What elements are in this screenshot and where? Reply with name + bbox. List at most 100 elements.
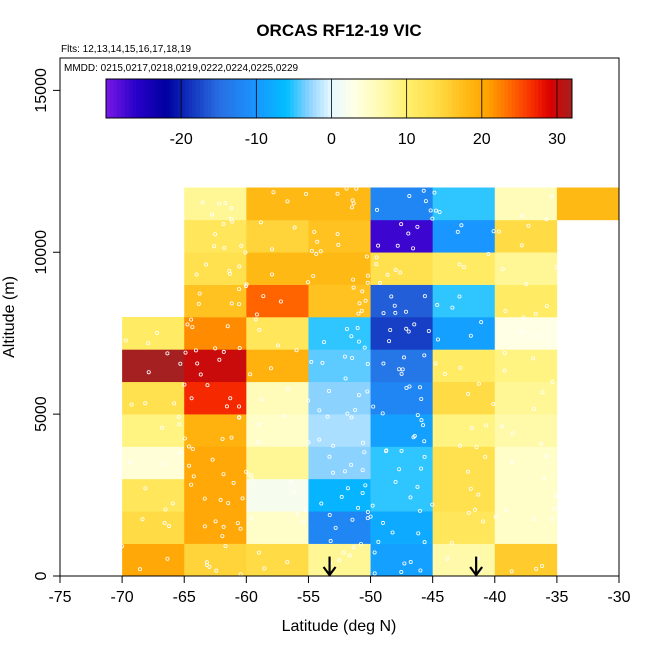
heatmap-cell (246, 511, 309, 544)
colorbar-tick-label: 10 (398, 131, 416, 148)
observation-point (465, 469, 470, 474)
observation-point (339, 494, 344, 499)
colorbar-swatch (214, 79, 220, 118)
observation-point (401, 355, 406, 360)
heatmap-cell (370, 543, 433, 577)
observation-point (526, 223, 531, 228)
observation-point (421, 188, 426, 193)
heatmap-cell (122, 511, 185, 544)
observation-point (227, 268, 232, 273)
colorbar-swatch (534, 79, 539, 118)
observation-point (362, 450, 367, 455)
observation-point (385, 272, 390, 277)
colorbar-swatch (357, 79, 362, 118)
observation-point (541, 476, 546, 481)
colorbar-swatch (271, 79, 276, 118)
colorbar-swatch (308, 79, 314, 118)
observation-point (162, 521, 167, 526)
observation-point (552, 506, 557, 511)
observation-point (335, 232, 340, 237)
observation-point (372, 550, 377, 555)
observation-point (189, 482, 194, 487)
colorbar-swatch (286, 79, 291, 118)
observation-point (509, 569, 514, 574)
heatmap-cell (494, 219, 558, 253)
heatmap-cell (494, 414, 558, 447)
heatmap-cell (122, 446, 185, 480)
observation-point (325, 414, 330, 419)
observation-point (549, 194, 554, 199)
heatmap-cell (370, 317, 433, 350)
observation-point (435, 337, 440, 342)
observation-point (331, 443, 336, 448)
observation-point (387, 339, 392, 344)
colorbar-swatch (143, 79, 148, 118)
heatmap-cell (246, 446, 309, 480)
colorbar-swatch (519, 79, 524, 118)
colorbar-tick-label: -10 (245, 131, 268, 148)
observation-point (229, 301, 234, 306)
colorbar-swatch (549, 79, 554, 118)
observation-point (426, 328, 431, 333)
heatmap-cell (432, 187, 496, 221)
observation-point (312, 229, 317, 234)
heatmap-cell (246, 187, 309, 221)
observation-point (416, 531, 421, 536)
observation-point (231, 480, 236, 485)
observation-point (350, 198, 355, 203)
colorbar-swatch (282, 79, 287, 118)
observation-point (457, 294, 462, 299)
colorbar-swatch (147, 79, 152, 118)
colorbar-swatch (154, 79, 160, 118)
colorbar-swatch (496, 79, 501, 118)
colorbar-swatch (481, 79, 486, 118)
observation-point (165, 351, 170, 356)
colorbar-frame (105, 78, 573, 119)
x-tick-label: -75 (48, 589, 71, 606)
observation-point (209, 212, 214, 217)
observation-point (399, 222, 404, 227)
observation-point (459, 223, 464, 228)
observation-point (496, 229, 501, 234)
observation-point (320, 360, 325, 365)
colorbar-swatch (568, 79, 573, 118)
heatmap-cell (308, 317, 371, 350)
heatmap-cell (184, 349, 247, 383)
observation-point (343, 376, 348, 381)
heatmap-cell (184, 414, 247, 447)
observation-point (306, 440, 311, 445)
observation-point (226, 501, 231, 506)
observation-point (317, 408, 322, 413)
observation-point (225, 324, 230, 329)
colorbar-swatch (245, 79, 250, 118)
heatmap-cell (308, 252, 371, 285)
observation-point (268, 366, 273, 371)
observation-point (204, 560, 209, 565)
heatmap-cell (308, 187, 371, 221)
observation-point (544, 217, 549, 222)
observation-point (289, 480, 294, 485)
colorbar-swatch (380, 79, 385, 118)
colorbar-swatch (181, 79, 186, 118)
observation-point (421, 423, 426, 428)
y-tick-label: 5000 (33, 396, 50, 432)
colorbar-swatch (515, 79, 520, 118)
observation-point (221, 472, 226, 477)
heatmap-cell (122, 543, 185, 577)
observation-point (493, 514, 498, 519)
observation-point (256, 422, 261, 427)
observation-point (341, 550, 346, 555)
colorbar-swatch (207, 79, 212, 118)
colorbar-swatch (109, 79, 114, 118)
colorbar-swatch (256, 79, 261, 118)
observation-point (408, 495, 413, 500)
heatmap-cell (494, 446, 558, 480)
observation-point (521, 315, 526, 320)
observation-point (374, 262, 379, 267)
observation-point (237, 287, 242, 292)
observation-point (170, 501, 175, 506)
observation-point (295, 511, 300, 516)
observation-point (213, 346, 218, 351)
observation-point (258, 220, 263, 225)
colorbar-swatch (275, 79, 280, 118)
